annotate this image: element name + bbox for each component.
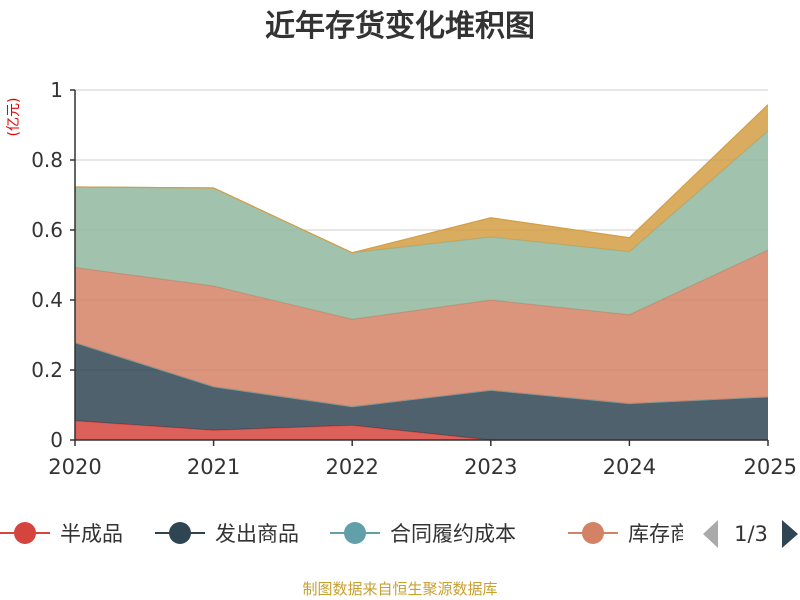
- y-tick-label: 0.4: [31, 288, 63, 312]
- legend-items: 半成品 发出商品 合同履约成本 库存商: [0, 522, 691, 546]
- legend-item[interactable]: 发出商品: [155, 522, 299, 546]
- legend-circle-icon: [582, 522, 604, 544]
- area-series-4: [75, 249, 768, 407]
- legend-item[interactable]: 半成品: [0, 522, 123, 546]
- legend-label: 发出商品: [215, 522, 299, 546]
- area-series-2: [75, 342, 768, 440]
- legend-circle-icon: [344, 522, 366, 544]
- y-unit-label: (亿元): [6, 98, 22, 137]
- legend-item[interactable]: 合同履约成本: [330, 522, 516, 546]
- x-tick-label: 2023: [464, 455, 517, 479]
- legend-next-page-icon[interactable]: [782, 520, 798, 548]
- x-tick-label: 2022: [325, 455, 378, 479]
- legend-circle-icon: [14, 522, 36, 544]
- x-tick-label: 2024: [603, 455, 656, 479]
- legend-circle-icon: [169, 522, 191, 544]
- legend-item[interactable]: 库存商: [568, 522, 691, 546]
- x-tick-label: 2020: [48, 455, 101, 479]
- series-line-6: [74, 104, 769, 254]
- legend-prev-page-icon[interactable]: [703, 520, 718, 548]
- legend-page-indicator: 1/3: [734, 522, 768, 546]
- x-tick-label: 2021: [187, 455, 240, 479]
- source-note: 制图数据来自恒生聚源数据库: [302, 580, 497, 598]
- area-series-1: [75, 420, 768, 440]
- legend-label: 库存商: [628, 522, 691, 546]
- chart-title: 近年存货变化堆积图: [265, 9, 535, 44]
- y-tick-label: 0: [50, 428, 63, 452]
- y-tick-label: 0.2: [31, 358, 63, 382]
- legend-label: 合同履约成本: [390, 522, 516, 546]
- legend-label: 半成品: [60, 522, 123, 546]
- legend: 半成品 发出商品 合同履约成本 库存商 1/3: [0, 520, 798, 548]
- axes: 0 0.2 0.4 0.6 0.8 1 2020 2021 2022 2023 2024 2025: [31, 78, 797, 479]
- y-tick-label: 0.6: [31, 218, 63, 242]
- area-series-layer: [74, 104, 769, 441]
- y-tick-label: 1: [50, 78, 63, 102]
- y-tick-label: 0.8: [31, 148, 63, 172]
- area-series-5: [75, 130, 768, 320]
- x-tick-label: 2025: [744, 455, 797, 479]
